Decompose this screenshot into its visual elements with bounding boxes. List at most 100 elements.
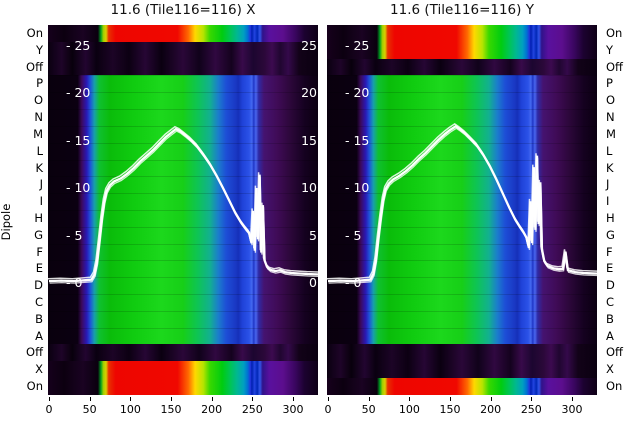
row-label-right-p: P <box>606 76 613 91</box>
x-tick-label-300: 300 <box>561 403 583 416</box>
row-label-right-g: G <box>606 227 615 242</box>
heatmap-row-off-dark <box>327 344 597 362</box>
row-label-left-h: H <box>34 210 43 225</box>
row-label-right-o: O <box>606 93 616 108</box>
heatmap-row-b-body <box>327 310 597 328</box>
heatmap-row-i-body <box>48 193 318 210</box>
heatmap-row-off-dark <box>327 58 597 76</box>
x-tick-mark-200 <box>490 397 492 401</box>
heatmap-row-off-dark <box>48 344 318 362</box>
heatmap-row-e-body <box>48 260 318 278</box>
heatmap-row-y-rainbow <box>327 41 597 59</box>
row-label-right-k: K <box>606 160 614 175</box>
row-label-right-b: B <box>606 311 614 326</box>
heatmap-row-g-body <box>48 226 318 244</box>
row-label-right-j: J <box>606 177 610 192</box>
x-tick-label-50: 50 <box>361 403 376 416</box>
row-label-right-l: L <box>606 143 613 158</box>
row-label-right-on: On <box>606 379 623 394</box>
heatmap-row-p-body <box>327 75 597 93</box>
row-label-left-l: L <box>36 143 43 158</box>
row-label-left-f: F <box>36 244 43 259</box>
row-label-left-g: G <box>34 227 43 242</box>
heatmap-row-h-body <box>327 209 597 227</box>
heatmap-row-h-body <box>48 209 318 227</box>
heatmap-row-c-body <box>48 294 318 311</box>
row-label-left-o: O <box>33 93 43 108</box>
row-label-left-i: I <box>39 194 43 209</box>
row-label-left-c: C <box>34 295 43 309</box>
heatmap-row-on-rainbow <box>327 378 597 395</box>
heatmap-row-c-body <box>327 294 597 311</box>
x-tick-label-100: 100 <box>398 403 420 416</box>
row-label-left-m: M <box>33 126 43 141</box>
heatmap-row-a-body <box>48 327 318 345</box>
row-label-left-y: Y <box>35 42 43 57</box>
row-label-left-e: E <box>35 261 43 276</box>
row-label-right-n: N <box>606 110 615 125</box>
x-tick-mark-250 <box>252 397 254 401</box>
heatmap-row-l-body <box>48 142 318 160</box>
row-label-left-n: N <box>34 110 43 125</box>
heatmap-row-j-body <box>327 176 597 194</box>
row-label-left-j: J <box>39 177 43 192</box>
x-tick-label-250: 250 <box>520 403 542 416</box>
heatmap-row-n-body <box>48 109 318 126</box>
x-tick-label-50: 50 <box>82 403 97 416</box>
x-tick-label-0: 0 <box>324 403 332 416</box>
x-tick-mark-100 <box>409 397 411 401</box>
row-label-left-off: Off <box>26 345 43 360</box>
row-label-left-x: X <box>35 362 43 377</box>
heatmap-row-p-body <box>48 75 318 93</box>
x-tick-label-250: 250 <box>241 403 263 416</box>
x-tick-mark-0 <box>328 397 329 401</box>
heatmap-row-on-rainbow <box>48 25 318 42</box>
x-tick-mark-200 <box>211 397 213 401</box>
row-label-right-i: I <box>606 194 610 209</box>
row-label-right-e: E <box>606 261 614 276</box>
heatmap-row-y-dark <box>48 41 318 59</box>
heatmap-row-o-body <box>327 92 597 110</box>
heatmap-row-d-body <box>327 277 597 294</box>
row-label-right-h: H <box>606 210 615 225</box>
row-label-left-off: Off <box>26 59 43 74</box>
x-tick-label-200: 200 <box>201 403 223 416</box>
row-label-left-on: On <box>26 26 43 40</box>
heatmap-row-x-rainbow <box>48 361 318 379</box>
heatmap-row-l-body <box>327 142 597 160</box>
heatmap-row-e-body <box>327 260 597 278</box>
x-tick-mark-100 <box>130 397 132 401</box>
heatmap-row-k-body <box>48 159 318 177</box>
x-tick-mark-250 <box>531 397 533 401</box>
x-tick-mark-150 <box>449 397 451 401</box>
heatmap-row-o-body <box>48 92 318 110</box>
x-axis-panel-y: 0 50 100 150 200 250 300 <box>324 395 597 421</box>
x-tick-label-200: 200 <box>480 403 502 416</box>
heatmap-row-k-body <box>327 159 597 177</box>
x-tick-mark-300 <box>571 397 573 401</box>
row-label-left-a: A <box>35 328 43 343</box>
x-tick-label-0: 0 <box>45 403 53 416</box>
heatmap-row-x-dark <box>327 361 597 379</box>
heatmap-row-off-dark <box>48 58 318 76</box>
heatmap-panel-y: - 25- 20- 15- 10- 5- 0 <box>327 25 597 395</box>
heatmap-row-m-body <box>327 125 597 143</box>
row-label-right-m: M <box>606 126 616 141</box>
x-tick-mark-50 <box>89 397 91 401</box>
heatmap-row-i-body <box>327 193 597 210</box>
heatmap-row-on-rainbow <box>327 25 597 42</box>
heatmap-row-a-body <box>327 327 597 345</box>
heatmap-row-b-body <box>48 310 318 328</box>
row-label-left-b: B <box>35 311 43 326</box>
x-tick-label-150: 150 <box>160 403 182 416</box>
panel-title-y: 11.6 (Tile116=116) Y <box>390 2 534 18</box>
row-label-left-k: K <box>35 160 43 175</box>
heatmap-row-g-body <box>327 226 597 244</box>
row-label-right-off: Off <box>606 345 623 360</box>
heatmap-row-n-body <box>327 109 597 126</box>
x-tick-mark-0 <box>49 397 50 401</box>
row-label-right-x: X <box>606 362 614 377</box>
x-tick-label-100: 100 <box>119 403 141 416</box>
x-axis-panel-x: 0 50 100 150 200 250 300 <box>45 395 318 421</box>
